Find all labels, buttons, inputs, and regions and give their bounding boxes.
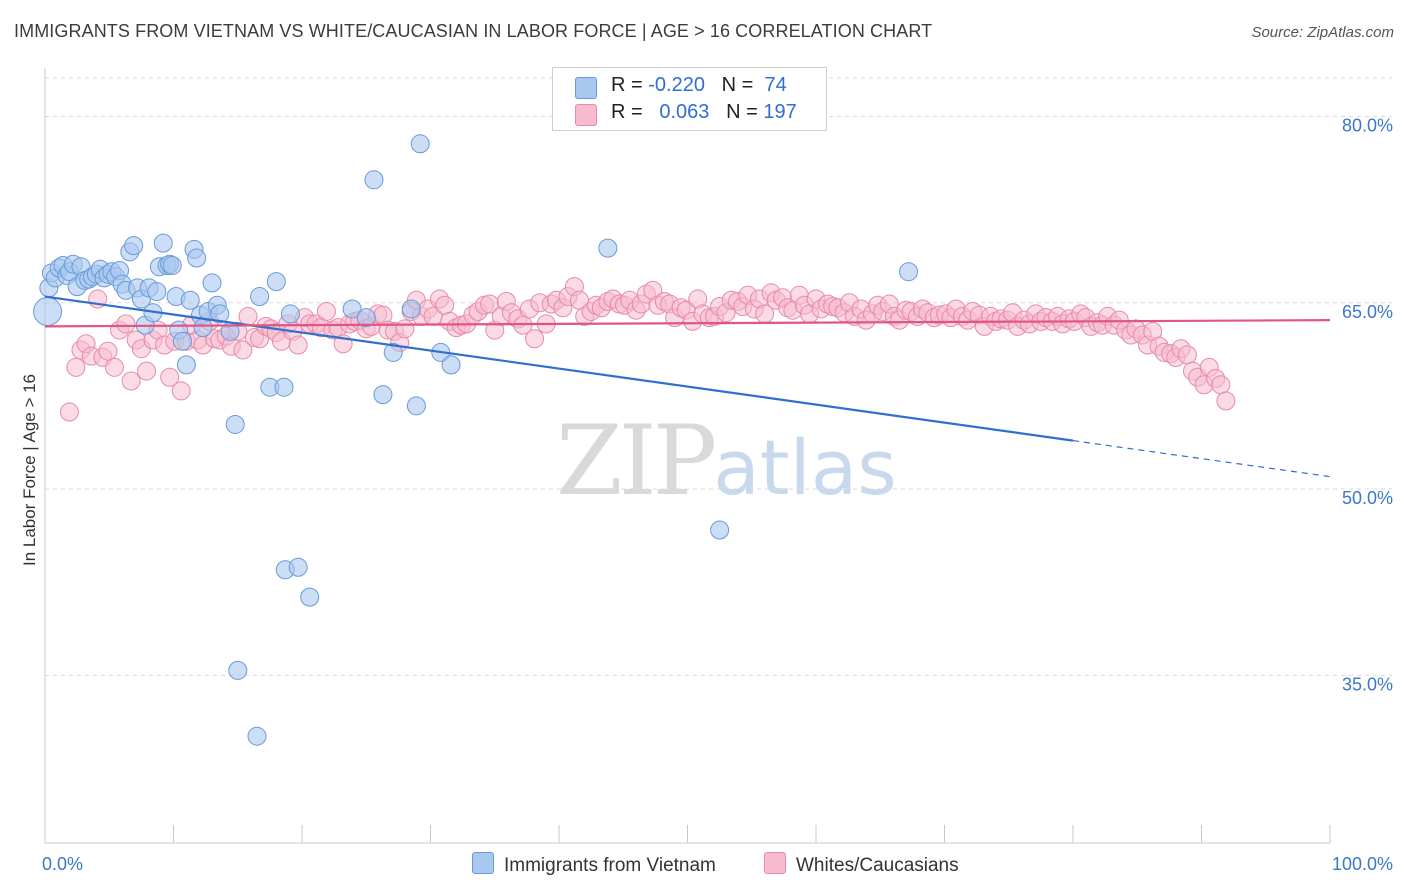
point-vietnam	[187, 248, 207, 268]
point-vietnam	[124, 236, 144, 256]
trend-line-vietnam-extension	[1072, 440, 1331, 478]
point-vietnam	[225, 414, 245, 434]
point-vietnam	[406, 396, 426, 416]
watermark-atlas: atlas	[713, 423, 897, 512]
source-credit: Source: ZipAtlas.com	[1251, 24, 1394, 41]
zipatlas-watermark: ZIPatlas	[556, 405, 897, 517]
y-tick-label: 50.0%	[1342, 488, 1393, 508]
point-vietnam	[280, 304, 300, 324]
point-whites	[435, 295, 455, 315]
x-tick-label: 100.0%	[1332, 854, 1393, 874]
point-vietnam	[598, 238, 618, 258]
point-whites	[525, 329, 545, 349]
point-vietnam	[300, 587, 320, 607]
point-vietnam	[356, 308, 376, 328]
series-whites-points	[59, 277, 1236, 422]
point-whites	[1216, 391, 1236, 411]
point-whites	[316, 301, 336, 321]
point-vietnam	[410, 134, 430, 154]
point-whites	[395, 319, 415, 339]
point-vietnam	[401, 299, 421, 319]
point-vietnam	[274, 377, 294, 397]
point-vietnam	[147, 282, 167, 302]
point-whites	[137, 361, 157, 381]
point-whites	[238, 306, 258, 326]
legend-r-label: R =	[611, 101, 649, 123]
axes	[44, 68, 1331, 844]
point-vietnam	[441, 355, 461, 375]
point-whites	[160, 367, 180, 387]
point-vietnam	[162, 256, 182, 275]
bottom-legend-label-vietnam: Immigrants from Vietnam	[504, 855, 716, 876]
legend-n-label: N =	[721, 74, 759, 96]
point-vietnam	[342, 299, 362, 319]
bottom-legend-label-whites: Whites/Caucasians	[796, 855, 959, 876]
point-vietnam	[899, 262, 919, 282]
point-vietnam	[266, 272, 286, 292]
point-vietnam	[250, 287, 270, 307]
point-whites	[116, 314, 136, 334]
legend-r-label: R =	[611, 74, 649, 96]
point-whites	[1177, 345, 1197, 365]
legend-n-value-whites: 197	[763, 101, 797, 123]
legend-r-value-whites: 0.063	[659, 101, 710, 123]
point-whites	[288, 335, 308, 355]
legend-swatch-vietnam	[575, 77, 597, 99]
point-vietnam	[288, 557, 308, 577]
point-vietnam	[710, 520, 730, 540]
y-tick-label: 65.0%	[1342, 302, 1393, 322]
point-whites	[104, 357, 124, 377]
legend-r-value-vietnam: -0.220	[648, 74, 705, 96]
point-whites	[171, 381, 191, 401]
x-tick-label: 0.0%	[42, 854, 83, 874]
y-axis-label: In Labor Force | Age > 16	[20, 373, 39, 567]
point-whites	[233, 340, 253, 360]
trend-line-vietnam	[44, 295, 1074, 442]
point-whites	[66, 357, 86, 377]
watermark-zip: ZIP	[556, 405, 717, 517]
point-whites	[1211, 375, 1231, 395]
series-vietnam-points	[33, 134, 919, 746]
point-vietnam	[383, 342, 403, 362]
trend-lines	[44, 295, 1331, 478]
chart-title: IMMIGRANTS FROM VIETNAM VS WHITE/CAUCASI…	[14, 21, 933, 41]
point-vietnam	[193, 318, 213, 338]
point-vietnam	[180, 290, 200, 310]
point-vietnam	[176, 355, 196, 375]
point-whites	[121, 371, 141, 391]
point-vietnam	[33, 296, 63, 326]
trend-line-whites	[44, 319, 1331, 328]
point-vietnam	[153, 233, 173, 253]
bottom-legend-whites: Whites/Caucasians	[764, 852, 959, 877]
bottom-legend-swatch-vietnam	[472, 852, 494, 874]
legend-n-value-vietnam: 74	[764, 74, 787, 96]
point-vietnam	[364, 170, 384, 190]
point-vietnam	[373, 385, 393, 405]
tick-labels: 80.0% 65.0% 50.0% 35.0% 0.0% 100.0%	[42, 115, 1393, 874]
point-vietnam	[202, 273, 222, 293]
correlation-legend: R = -0.220 N = 74 R = 0.063 N = 197	[552, 67, 827, 131]
point-vietnam	[172, 331, 192, 351]
y-tick-label: 35.0%	[1342, 674, 1393, 694]
point-vietnam	[247, 726, 267, 746]
point-vietnam	[210, 304, 230, 324]
legend-swatch-whites	[575, 104, 597, 126]
point-whites	[59, 402, 79, 422]
legend-n-label: N =	[726, 101, 764, 123]
point-vietnam	[228, 660, 248, 680]
bottom-legend-vietnam: Immigrants from Vietnam	[472, 852, 716, 877]
point-whites	[98, 341, 118, 361]
bottom-legend-swatch-whites	[764, 852, 786, 874]
y-tick-label: 80.0%	[1342, 115, 1393, 135]
